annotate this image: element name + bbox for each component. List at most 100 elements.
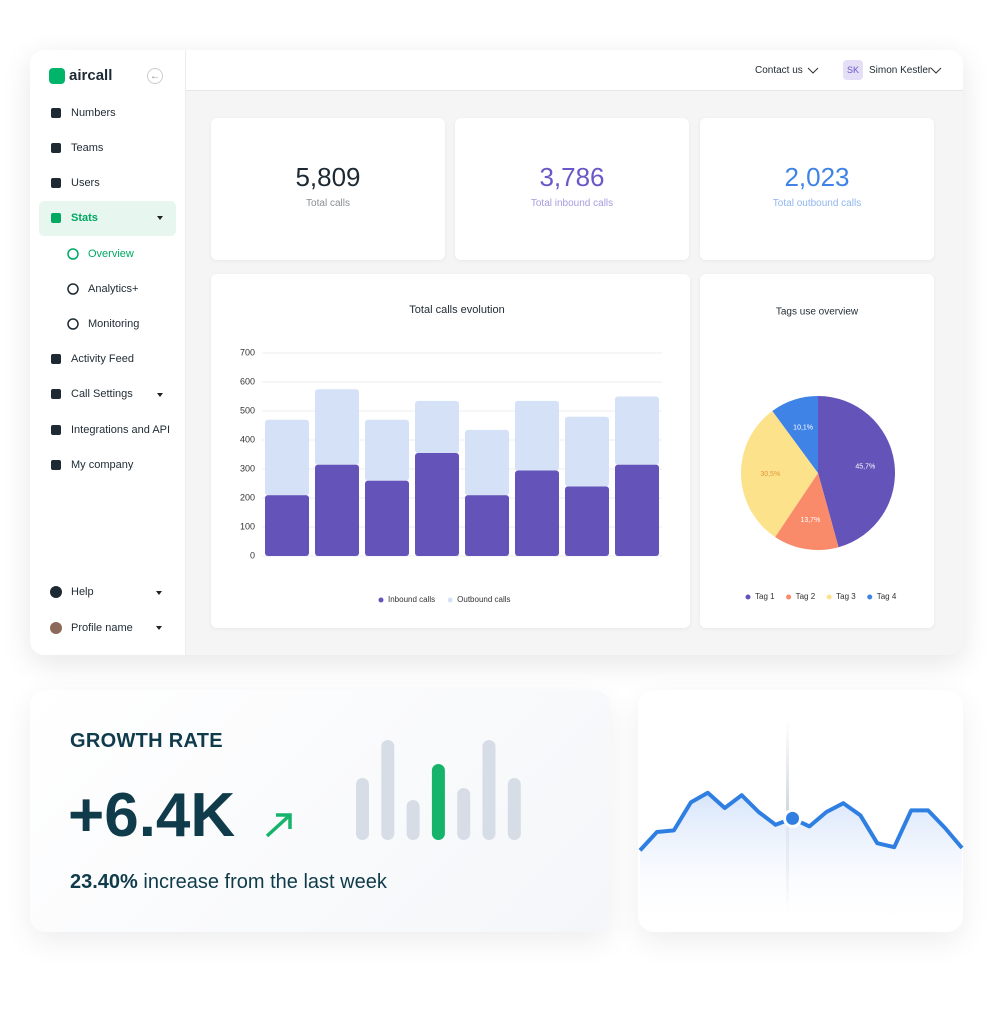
- menu-item: Integrations and API: [71, 424, 170, 436]
- kpi-card: [455, 118, 689, 260]
- kpi-value: 2,023: [784, 162, 850, 192]
- avatar-initials: SK: [846, 65, 859, 75]
- legend-label: Tag 2: [796, 592, 816, 601]
- y-tick-label: 100: [240, 521, 255, 531]
- mini-bar: [482, 740, 496, 840]
- y-tick-label: 0: [250, 550, 255, 560]
- user-name[interactable]: Simon Kestler: [869, 65, 932, 76]
- mini-bar: [431, 764, 445, 840]
- legend-marker: [447, 597, 453, 603]
- bar-segment: [615, 396, 659, 465]
- mini-bar: [381, 740, 395, 840]
- menu-icon: [51, 354, 61, 364]
- kpi-label: Total inbound calls: [530, 198, 614, 209]
- bar-segment: [315, 464, 359, 556]
- legend-label: Inbound calls: [388, 595, 435, 604]
- data-label: 13,7%: [800, 517, 820, 524]
- growth-subtitle: 23.40% increase from the last week: [70, 871, 387, 894]
- kpi-label: Total calls: [306, 198, 350, 209]
- legend-marker: [826, 594, 832, 600]
- chart-title: Tags use overview: [776, 307, 859, 318]
- y-tick-label: 300: [240, 463, 255, 473]
- bar-segment: [565, 416, 609, 487]
- menu-icon: [51, 143, 61, 153]
- menu-item: Call Settings: [71, 388, 133, 400]
- legend-marker: [867, 594, 873, 600]
- avatar: [843, 60, 863, 80]
- menu-item: Help: [71, 586, 94, 598]
- bar-segment: [415, 400, 459, 454]
- y-tick-label: 500: [240, 405, 255, 415]
- menu-icon: [51, 213, 61, 223]
- bar-segment: [265, 419, 309, 496]
- y-tick-label: 600: [240, 376, 255, 386]
- legend-label: Tag 4: [877, 592, 897, 601]
- bar-segment: [365, 480, 409, 556]
- growth-title: GROWTH RATE: [70, 730, 223, 752]
- header-bar: [186, 50, 963, 91]
- cursor-point: [783, 808, 803, 828]
- bar-segment: [465, 495, 509, 556]
- y-tick-label: 700: [240, 347, 255, 357]
- pie-slice: [775, 473, 839, 550]
- bar-segment: [565, 486, 609, 556]
- mini-bar: [507, 778, 521, 840]
- pie-slice: [818, 396, 896, 548]
- y-tick-label: 200: [240, 492, 255, 502]
- kpi-card: [700, 118, 934, 260]
- data-label: 45,7%: [855, 463, 875, 470]
- bar-segment: [265, 495, 309, 556]
- mini-bar: [457, 788, 471, 840]
- legend-label: Outbound calls: [457, 595, 510, 604]
- menu-icon: [50, 622, 62, 634]
- legend-marker: [378, 597, 384, 603]
- growth-percent: 23.40%: [70, 871, 138, 893]
- legend-label: Tag 3: [836, 592, 856, 601]
- legend-label: Tag 1: [755, 592, 775, 601]
- growth-text: increase from the last week: [143, 871, 387, 893]
- menu-icon: [50, 586, 62, 598]
- logo: [49, 68, 65, 84]
- chevron: [807, 67, 942, 74]
- menu-icon: [51, 460, 61, 470]
- mini-bar: [406, 800, 420, 840]
- growth-arrow: [265, 813, 292, 838]
- menu-icon: [51, 425, 61, 435]
- bar-segment: [365, 419, 409, 481]
- menu-item: My company: [71, 459, 134, 471]
- menu-item: Activity Feed: [71, 353, 134, 365]
- menu-icon: [67, 283, 79, 295]
- submenu-item: Overview: [88, 248, 134, 260]
- brand: aircall: [69, 67, 113, 84]
- data-label: 10,1%: [793, 424, 813, 431]
- chart-title: Total calls evolution: [409, 304, 504, 316]
- active-item-bg: [39, 201, 176, 236]
- pie-slice: [741, 410, 818, 537]
- menu-icon: [51, 108, 61, 118]
- legend-marker: [786, 594, 792, 600]
- legend-marker: [745, 594, 751, 600]
- area: [640, 792, 962, 930]
- collapse-button[interactable]: ←: [147, 68, 163, 84]
- kpi-card: [211, 118, 445, 260]
- submenu-item: Monitoring: [88, 318, 139, 330]
- bar-segment: [515, 400, 559, 471]
- y-tick-label: 400: [240, 434, 255, 444]
- bar-segment: [615, 464, 659, 556]
- bar-segment: [415, 453, 459, 556]
- submenu-item: Analytics+: [88, 283, 138, 295]
- menu-item: Stats: [71, 212, 98, 224]
- menu-item: Users: [71, 177, 100, 189]
- menu-icon: [51, 389, 61, 399]
- contact-link[interactable]: Contact us: [755, 65, 803, 76]
- bar-segment: [515, 470, 559, 556]
- mini-bar: [356, 778, 369, 840]
- data-label: 30,5%: [760, 471, 780, 478]
- menu-icon: [67, 248, 79, 260]
- menu-icon: [67, 318, 79, 330]
- menu-item: Teams: [71, 142, 104, 154]
- growth-value: +6.4K: [68, 781, 236, 850]
- menu-icon: [51, 178, 61, 188]
